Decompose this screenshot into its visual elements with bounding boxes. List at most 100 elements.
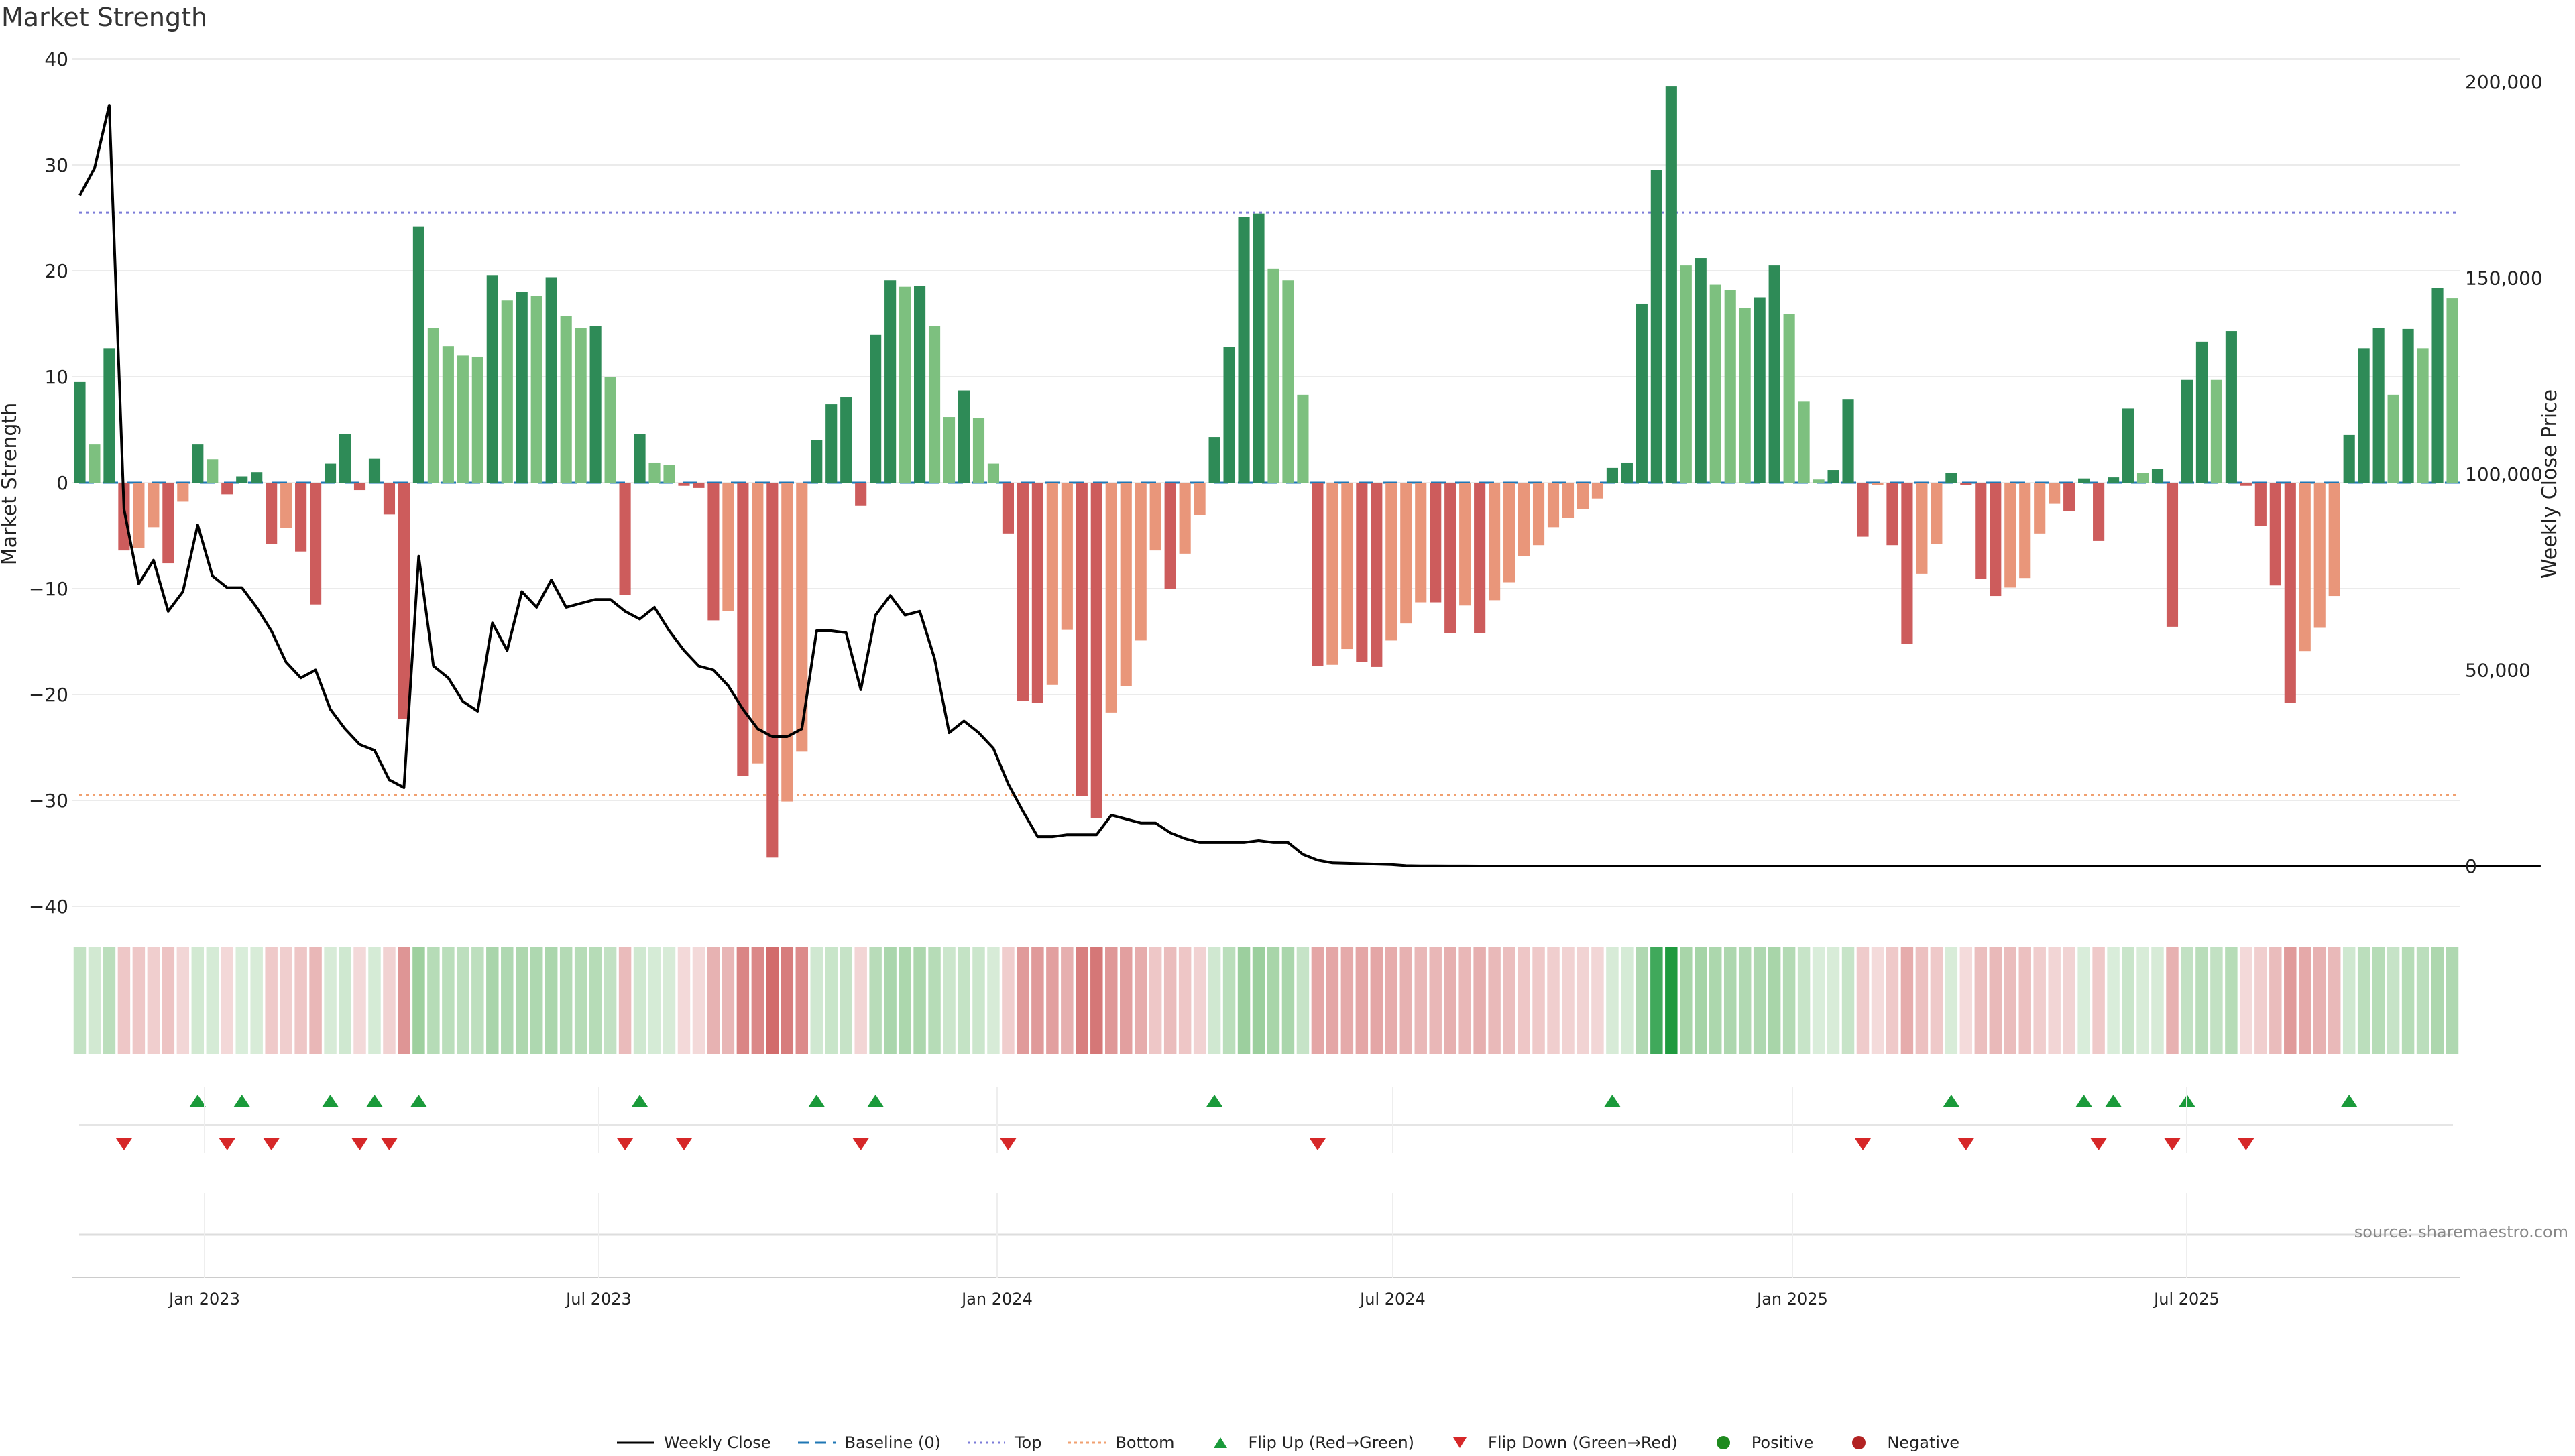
flip-up-marker <box>867 1095 884 1107</box>
heat-cell <box>2401 947 2415 1054</box>
heat-cell <box>1163 947 1177 1054</box>
strength-bar <box>2181 379 2193 483</box>
heat-cell <box>1488 947 1501 1054</box>
legend-circle-icon <box>1716 1436 1730 1449</box>
legend-symbol <box>1852 1436 1866 1449</box>
heat-cell <box>1915 947 1929 1054</box>
heat-cell <box>1945 947 1958 1054</box>
heat-cell <box>191 947 205 1054</box>
strength-bar <box>2417 348 2429 483</box>
strength-bar <box>516 292 528 483</box>
heat-cell <box>2077 947 2090 1054</box>
heat-cell <box>958 947 970 1054</box>
heat-cell <box>1281 947 1295 1054</box>
heat-cell <box>884 947 897 1054</box>
strength-bar <box>1901 483 1913 644</box>
strength-bar <box>575 328 587 483</box>
strength-bar <box>1031 483 1043 703</box>
heat-cell <box>1738 947 1752 1054</box>
strength-bar <box>251 472 263 483</box>
legend-label: Flip Up (Red→Green) <box>1248 1433 1415 1452</box>
heat-cell <box>2107 947 2120 1054</box>
strength-bar <box>2210 379 2222 483</box>
flip-up-marker <box>322 1095 339 1107</box>
strength-bar <box>2372 328 2385 483</box>
heat-cell <box>810 947 823 1054</box>
strength-bar <box>604 377 616 483</box>
heat-cell <box>2092 947 2105 1054</box>
flip-down-marker <box>1855 1138 1871 1150</box>
strength-bar <box>501 300 513 483</box>
chart-title: Market Strength <box>1 3 208 32</box>
strength-bar <box>648 462 661 483</box>
heat-cell <box>1237 947 1251 1054</box>
y-tick-label: −20 <box>29 684 68 706</box>
heat-cell <box>176 947 190 1054</box>
y-tick-label: 40 <box>44 48 68 70</box>
strength-bar <box>2093 483 2105 541</box>
strength-bar <box>295 483 307 552</box>
heat-cell <box>1017 947 1029 1054</box>
strength-bar <box>1444 483 1456 633</box>
legend-symbol <box>967 1441 1005 1444</box>
weekly-close-line <box>78 104 2541 867</box>
heat-cell <box>427 947 440 1054</box>
strength-bar <box>2254 483 2267 526</box>
heat-cell <box>368 947 381 1054</box>
strength-bar <box>1606 467 1618 483</box>
strength-bar <box>1577 483 1589 509</box>
heat-cell <box>869 947 882 1054</box>
heat-cell <box>235 947 248 1054</box>
heat-cell <box>73 947 87 1054</box>
strength-bar <box>1562 483 1575 518</box>
strength-bar <box>412 226 424 483</box>
strength-bar <box>118 483 130 551</box>
flip-up-marker <box>632 1095 648 1107</box>
heat-cell <box>1120 947 1133 1054</box>
grid-lines <box>72 58 2460 907</box>
legend-symbol <box>616 1441 654 1444</box>
heat-cell <box>2033 947 2046 1054</box>
strength-bar <box>192 444 204 483</box>
strength-bar <box>1459 483 1471 606</box>
heat-cell <box>383 947 396 1054</box>
heat-cell <box>648 947 661 1054</box>
heat-cell <box>987 947 1000 1054</box>
heat-cell <box>147 947 160 1054</box>
heat-cell <box>2254 947 2267 1054</box>
strength-bar <box>1312 483 1324 666</box>
heat-cell <box>309 947 322 1054</box>
heat-cell <box>530 947 543 1054</box>
strength-bar <box>236 476 248 483</box>
strength-bar <box>2078 478 2090 483</box>
strength-bar <box>1768 265 1780 483</box>
strength-bar <box>2328 483 2340 597</box>
strength-bar <box>2240 483 2252 486</box>
flip-down-marker <box>351 1138 368 1150</box>
strength-bar <box>737 483 749 776</box>
heat-cell <box>1797 947 1811 1054</box>
heat-cell <box>2416 947 2429 1054</box>
strength-bar <box>1282 280 1294 483</box>
legend-item: Negative <box>1839 1433 1959 1452</box>
heat-cell <box>1650 947 1663 1054</box>
strength-bar <box>1356 483 1368 662</box>
legend-triangle-down-icon <box>1453 1437 1467 1448</box>
heat-cell <box>117 947 131 1054</box>
flip-down-marker <box>852 1138 869 1150</box>
strength-bar <box>1503 483 1515 583</box>
y2-tick-label: 150,000 <box>2465 267 2543 290</box>
heat-cell <box>604 947 617 1054</box>
heat-cell <box>280 947 292 1054</box>
strength-bar <box>1754 297 1766 483</box>
strength-bar <box>1371 483 1383 667</box>
strength-bars <box>74 86 2458 858</box>
y-tick-label: −10 <box>29 578 68 600</box>
flip-down-marker <box>1000 1138 1017 1150</box>
strength-bar <box>1164 483 1176 589</box>
strength-bar <box>486 275 498 483</box>
strength-bar <box>1090 483 1102 818</box>
strength-bar <box>103 348 115 483</box>
strength-bar <box>530 296 542 483</box>
legend: Weekly Close Baseline (0) Top Bottom Flip Up… <box>0 1429 2575 1456</box>
